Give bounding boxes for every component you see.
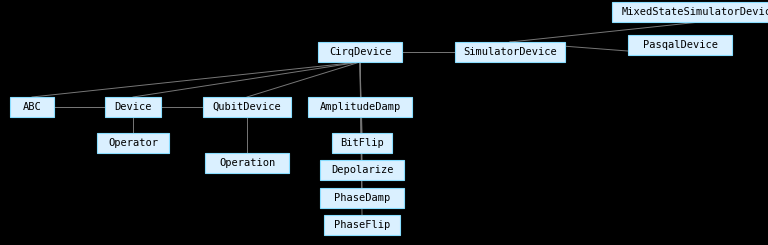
- Text: SimulatorDevice: SimulatorDevice: [463, 47, 557, 57]
- Text: MixedStateSimulatorDevice: MixedStateSimulatorDevice: [622, 7, 768, 17]
- Text: CirqDevice: CirqDevice: [329, 47, 391, 57]
- Text: PasqalDevice: PasqalDevice: [643, 40, 717, 50]
- Text: BitFlip: BitFlip: [340, 138, 384, 148]
- FancyBboxPatch shape: [203, 97, 291, 117]
- FancyBboxPatch shape: [10, 97, 54, 117]
- FancyBboxPatch shape: [205, 153, 289, 173]
- Text: PhaseDamp: PhaseDamp: [334, 193, 390, 203]
- Text: Device: Device: [114, 102, 152, 112]
- Text: PhaseFlip: PhaseFlip: [334, 220, 390, 230]
- FancyBboxPatch shape: [628, 35, 732, 55]
- FancyBboxPatch shape: [97, 133, 169, 153]
- FancyBboxPatch shape: [612, 2, 768, 22]
- Text: ABC: ABC: [22, 102, 41, 112]
- Text: Depolarize: Depolarize: [331, 165, 393, 175]
- Text: QubitDevice: QubitDevice: [213, 102, 281, 112]
- Text: Operation: Operation: [219, 158, 275, 168]
- FancyBboxPatch shape: [324, 215, 400, 235]
- FancyBboxPatch shape: [320, 188, 404, 208]
- FancyBboxPatch shape: [332, 133, 392, 153]
- FancyBboxPatch shape: [318, 42, 402, 62]
- Text: Operator: Operator: [108, 138, 158, 148]
- FancyBboxPatch shape: [320, 160, 404, 180]
- FancyBboxPatch shape: [308, 97, 412, 117]
- FancyBboxPatch shape: [455, 42, 565, 62]
- FancyBboxPatch shape: [105, 97, 161, 117]
- Text: AmplitudeDamp: AmplitudeDamp: [319, 102, 401, 112]
